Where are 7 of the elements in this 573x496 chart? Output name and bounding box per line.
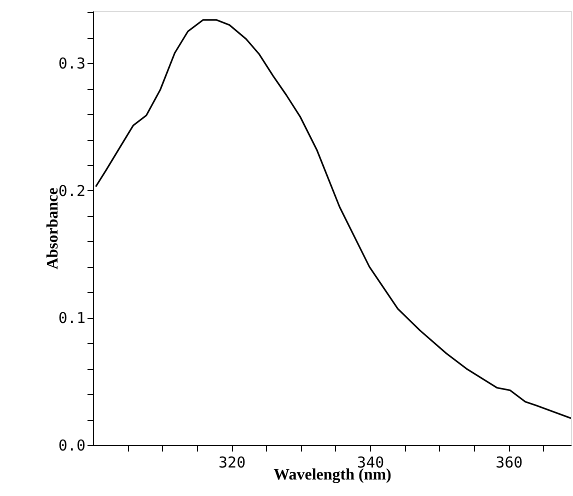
y-tick-label: 0.3 [58,54,86,73]
y-tick-label: 0.1 [58,309,86,328]
y-tick-label: 0.0 [58,436,86,454]
x-axis-title: Wavelength (nm) [274,466,392,484]
y-tick-label: 0.2 [58,182,86,200]
x-tick-label: 320 [218,454,246,472]
x-tick-label: 360 [496,454,523,472]
